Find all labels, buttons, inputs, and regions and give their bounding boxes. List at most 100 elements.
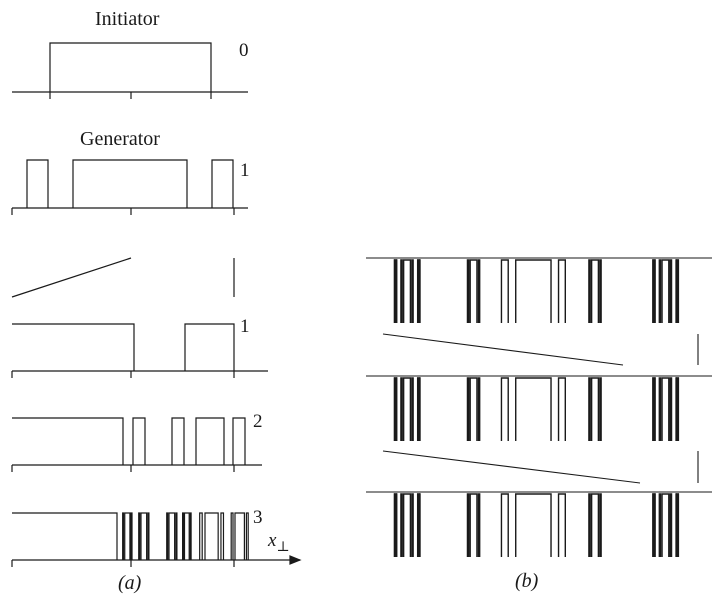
band-2-pulse — [478, 378, 479, 441]
level-3-pulse — [148, 513, 149, 560]
band-2-pulse — [516, 378, 551, 441]
level-3-pulse — [139, 513, 140, 560]
band-3-pulse — [501, 494, 508, 557]
level-2-pulse — [233, 418, 245, 465]
generator-label: Generator — [80, 128, 160, 151]
level-3-pulse — [123, 513, 124, 560]
band-3-pulse — [516, 494, 551, 557]
band-1-pulse — [516, 260, 551, 323]
band-3-pulse — [467, 494, 468, 557]
generator-pulse — [73, 160, 187, 208]
band-2-pulse — [404, 378, 411, 441]
band-1-pulse — [592, 260, 599, 323]
level-3-pulse — [176, 513, 177, 560]
band-1-pulse — [401, 260, 402, 323]
panel-b — [366, 258, 712, 557]
band-3-pulse — [659, 494, 660, 557]
band-1-pulse — [589, 260, 590, 323]
level-3-pulse — [125, 513, 130, 560]
level-2-pulse — [196, 418, 224, 465]
band-2-pulse — [412, 378, 413, 441]
x-axis-subscript: ⊥ — [276, 540, 289, 555]
band-2-pulse — [670, 378, 671, 441]
level-3-pulse — [185, 513, 190, 560]
level-3-pulse — [231, 513, 233, 560]
band-3-pulse — [670, 494, 671, 557]
level-2-label: 2 — [253, 411, 263, 433]
level-3-pulse — [141, 513, 147, 560]
band-2-pulse — [470, 378, 477, 441]
initiator-pulse — [50, 43, 211, 92]
initiator-label: Initiator — [95, 8, 159, 31]
band-3-pulse — [592, 494, 599, 557]
band-3-pulse — [559, 494, 566, 557]
band-1-pulse — [559, 260, 566, 323]
level-3-pulse — [183, 513, 184, 560]
zoom-connector — [383, 334, 623, 365]
initiator-level-label: 0 — [239, 40, 249, 62]
band-2-pulse — [592, 378, 599, 441]
band-2-pulse — [589, 378, 590, 441]
level-3-pulse — [131, 513, 132, 560]
x-axis-arrowhead — [290, 556, 300, 564]
band-1-pulse — [404, 260, 411, 323]
band-3-pulse — [404, 494, 411, 557]
level-2-pulse — [12, 418, 123, 465]
level-3-fine-pulses — [123, 513, 249, 560]
band-1-pulse — [412, 260, 413, 323]
level-3-pulse — [200, 513, 203, 560]
level-3-pulse — [190, 513, 191, 560]
zoom-connector — [383, 451, 640, 483]
band-3-pulse — [470, 494, 477, 557]
level-3-pulse — [167, 513, 168, 560]
generator-pulse — [212, 160, 233, 208]
band-2-pulse — [467, 378, 468, 441]
band-3-pulse — [412, 494, 413, 557]
band-1-pulse — [600, 260, 601, 323]
level-1-row — [12, 324, 268, 378]
panel-a-caption: (a) — [118, 572, 141, 595]
band-2-pulse — [401, 378, 402, 441]
level-3-pulse — [169, 513, 175, 560]
generator-level-label: 1 — [240, 160, 250, 182]
level-2-row — [12, 418, 262, 472]
panel-b-caption: (b) — [515, 570, 538, 593]
level-3-pulse — [235, 513, 244, 560]
band-1-pulse — [478, 260, 479, 323]
generator-row — [12, 160, 248, 215]
level-3-label: 3 — [253, 507, 263, 529]
band-3-pulse — [600, 494, 601, 557]
band-2-pulse — [659, 378, 660, 441]
level-2-pulse — [133, 418, 145, 465]
x-axis-label: x⊥ — [268, 530, 290, 556]
band-2-pulses — [394, 378, 678, 441]
level-3-pulse — [12, 513, 117, 560]
band-3-pulse — [662, 494, 669, 557]
band-3-pulse — [478, 494, 479, 557]
band-1-pulse — [467, 260, 468, 323]
zoom-connector — [12, 258, 131, 297]
band-3-pulses — [394, 494, 678, 557]
band-1-pulses — [394, 260, 678, 323]
band-2-pulse — [600, 378, 601, 441]
band-1-pulse — [670, 260, 671, 323]
level-3-pulse — [246, 513, 248, 560]
panel-a — [12, 43, 300, 567]
band-3-pulse — [401, 494, 402, 557]
level-1-label: 1 — [240, 316, 250, 338]
generator-pulse — [27, 160, 48, 208]
level-1-pulse — [185, 324, 234, 371]
band-1-pulse — [501, 260, 508, 323]
band-2-pulse — [662, 378, 669, 441]
band-1-pulse — [662, 260, 669, 323]
level-1-pulse — [12, 324, 134, 371]
band-3-pulse — [589, 494, 590, 557]
level-2-pulse — [172, 418, 184, 465]
band-1-pulse — [470, 260, 477, 323]
level-3-pulse — [205, 513, 218, 560]
band-2-pulse — [559, 378, 566, 441]
band-2-pulse — [501, 378, 508, 441]
initiator-row — [12, 43, 248, 99]
band-1-pulse — [659, 260, 660, 323]
